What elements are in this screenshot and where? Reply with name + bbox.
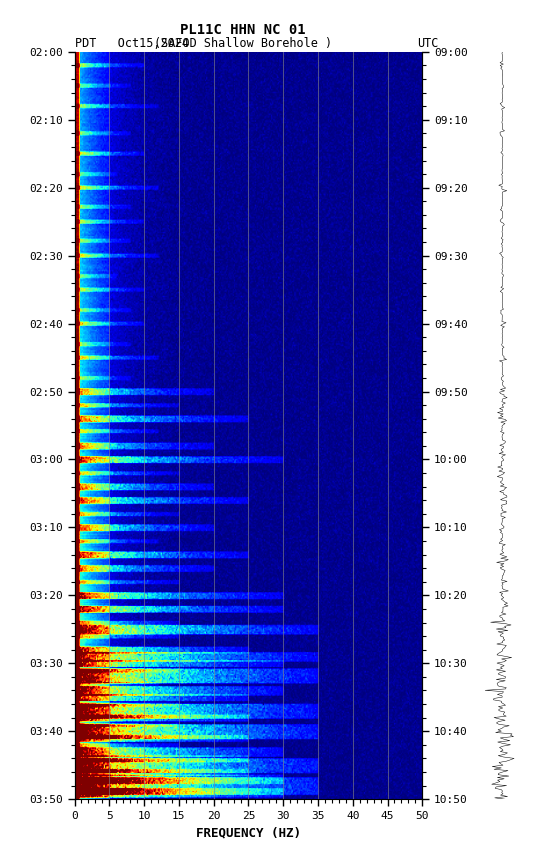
X-axis label: FREQUENCY (HZ): FREQUENCY (HZ) bbox=[196, 827, 301, 840]
Text: PL11C HHN NC 01: PL11C HHN NC 01 bbox=[180, 23, 306, 37]
Text: UTC: UTC bbox=[417, 37, 438, 50]
Text: (SAFOD Shallow Borehole ): (SAFOD Shallow Borehole ) bbox=[154, 37, 332, 50]
Text: PDT   Oct15,2024: PDT Oct15,2024 bbox=[75, 37, 189, 50]
